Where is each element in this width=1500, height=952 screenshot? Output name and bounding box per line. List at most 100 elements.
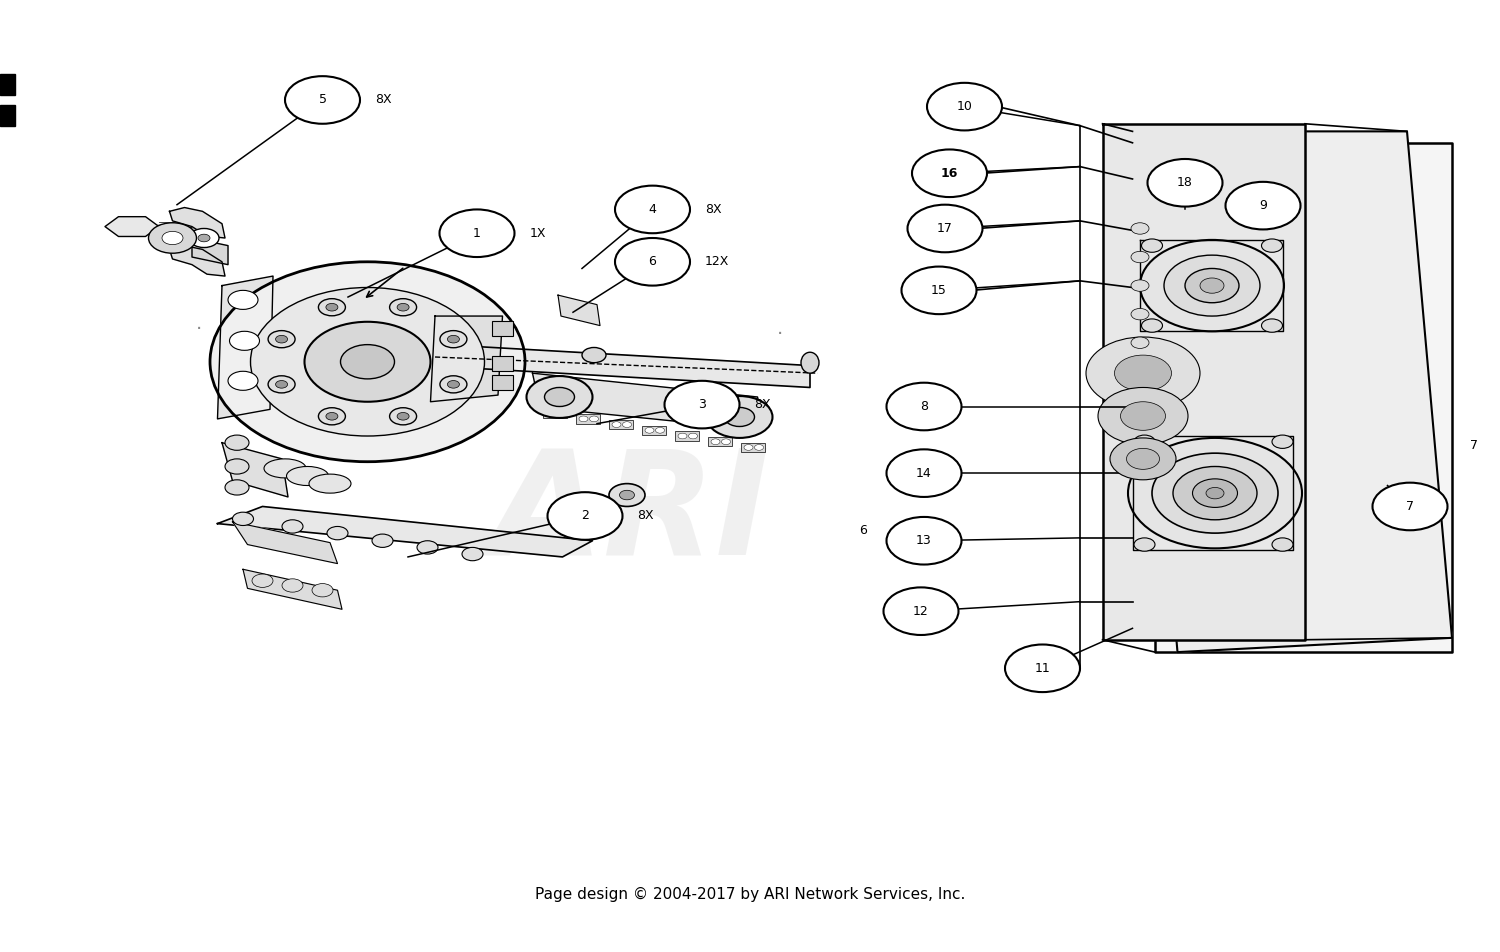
Circle shape: [282, 579, 303, 592]
Circle shape: [1148, 159, 1222, 207]
Circle shape: [612, 422, 621, 427]
Circle shape: [340, 345, 394, 379]
Circle shape: [327, 526, 348, 540]
Circle shape: [1131, 280, 1149, 291]
Polygon shape: [1132, 131, 1452, 652]
Text: 12: 12: [914, 605, 928, 618]
Circle shape: [886, 449, 962, 497]
Circle shape: [556, 410, 566, 416]
Circle shape: [688, 433, 698, 439]
Circle shape: [615, 186, 690, 233]
Bar: [492, 356, 513, 371]
Bar: [609, 420, 633, 429]
Bar: [492, 375, 513, 390]
Text: 12X: 12X: [705, 255, 729, 268]
Ellipse shape: [309, 474, 351, 493]
Bar: [492, 321, 513, 336]
Text: 8X: 8X: [705, 203, 722, 216]
Circle shape: [1272, 538, 1293, 551]
Circle shape: [225, 480, 249, 495]
Circle shape: [908, 205, 983, 252]
Circle shape: [440, 209, 515, 257]
Circle shape: [232, 512, 254, 526]
Text: 4: 4: [648, 203, 657, 216]
Circle shape: [722, 439, 730, 445]
Polygon shape: [442, 345, 810, 387]
Circle shape: [225, 435, 249, 450]
Polygon shape: [1102, 124, 1305, 640]
Text: 16: 16: [940, 167, 958, 180]
Circle shape: [198, 234, 210, 242]
Circle shape: [210, 262, 525, 462]
Ellipse shape: [264, 459, 306, 478]
Text: 17: 17: [938, 222, 952, 235]
Circle shape: [148, 223, 196, 253]
Circle shape: [1086, 337, 1200, 409]
Circle shape: [447, 335, 459, 343]
Circle shape: [390, 407, 417, 425]
Text: 5: 5: [318, 93, 327, 107]
Circle shape: [664, 381, 740, 428]
Text: 8X: 8X: [375, 93, 392, 107]
Circle shape: [1206, 487, 1224, 499]
Text: 15: 15: [932, 284, 946, 297]
Text: 6: 6: [648, 255, 657, 268]
Circle shape: [440, 376, 466, 393]
Ellipse shape: [801, 352, 819, 373]
Circle shape: [440, 330, 466, 347]
Bar: [708, 437, 732, 446]
Circle shape: [189, 228, 219, 248]
Circle shape: [744, 445, 753, 450]
Circle shape: [1126, 448, 1160, 469]
Text: 6: 6: [859, 524, 867, 537]
Circle shape: [1164, 255, 1260, 316]
Circle shape: [582, 347, 606, 363]
Circle shape: [1005, 645, 1080, 692]
Circle shape: [285, 76, 360, 124]
Circle shape: [656, 427, 664, 433]
Circle shape: [162, 231, 183, 245]
Polygon shape: [243, 569, 342, 609]
Circle shape: [398, 304, 410, 311]
Circle shape: [544, 387, 574, 407]
Circle shape: [1110, 438, 1176, 480]
Circle shape: [1272, 435, 1293, 448]
Text: 1X: 1X: [530, 227, 546, 240]
Circle shape: [1131, 251, 1149, 263]
Text: 3: 3: [698, 398, 706, 411]
Circle shape: [724, 407, 754, 426]
Circle shape: [1134, 435, 1155, 448]
Text: 2: 2: [580, 509, 590, 523]
Circle shape: [884, 587, 959, 635]
Circle shape: [645, 427, 654, 433]
Circle shape: [230, 331, 260, 350]
Text: 8X: 8X: [638, 509, 654, 523]
Circle shape: [225, 459, 249, 474]
Ellipse shape: [286, 466, 328, 486]
Polygon shape: [532, 373, 765, 430]
Polygon shape: [1155, 143, 1452, 652]
Circle shape: [1152, 453, 1278, 533]
Circle shape: [622, 422, 632, 427]
Circle shape: [912, 149, 987, 197]
Circle shape: [1142, 319, 1162, 332]
Text: 8X: 8X: [754, 398, 771, 411]
Circle shape: [276, 381, 288, 388]
Text: 8: 8: [920, 400, 928, 413]
Circle shape: [462, 547, 483, 561]
Bar: [543, 408, 567, 418]
Polygon shape: [192, 238, 228, 265]
Circle shape: [546, 410, 555, 416]
Circle shape: [372, 534, 393, 547]
Circle shape: [318, 299, 345, 316]
Circle shape: [312, 584, 333, 597]
Circle shape: [1262, 319, 1282, 332]
Polygon shape: [430, 316, 502, 402]
Polygon shape: [170, 246, 225, 276]
Circle shape: [1185, 268, 1239, 303]
Polygon shape: [1140, 240, 1282, 331]
Circle shape: [754, 445, 764, 450]
Circle shape: [1128, 438, 1302, 548]
Circle shape: [1192, 479, 1237, 507]
Bar: [0, 105, 15, 126]
